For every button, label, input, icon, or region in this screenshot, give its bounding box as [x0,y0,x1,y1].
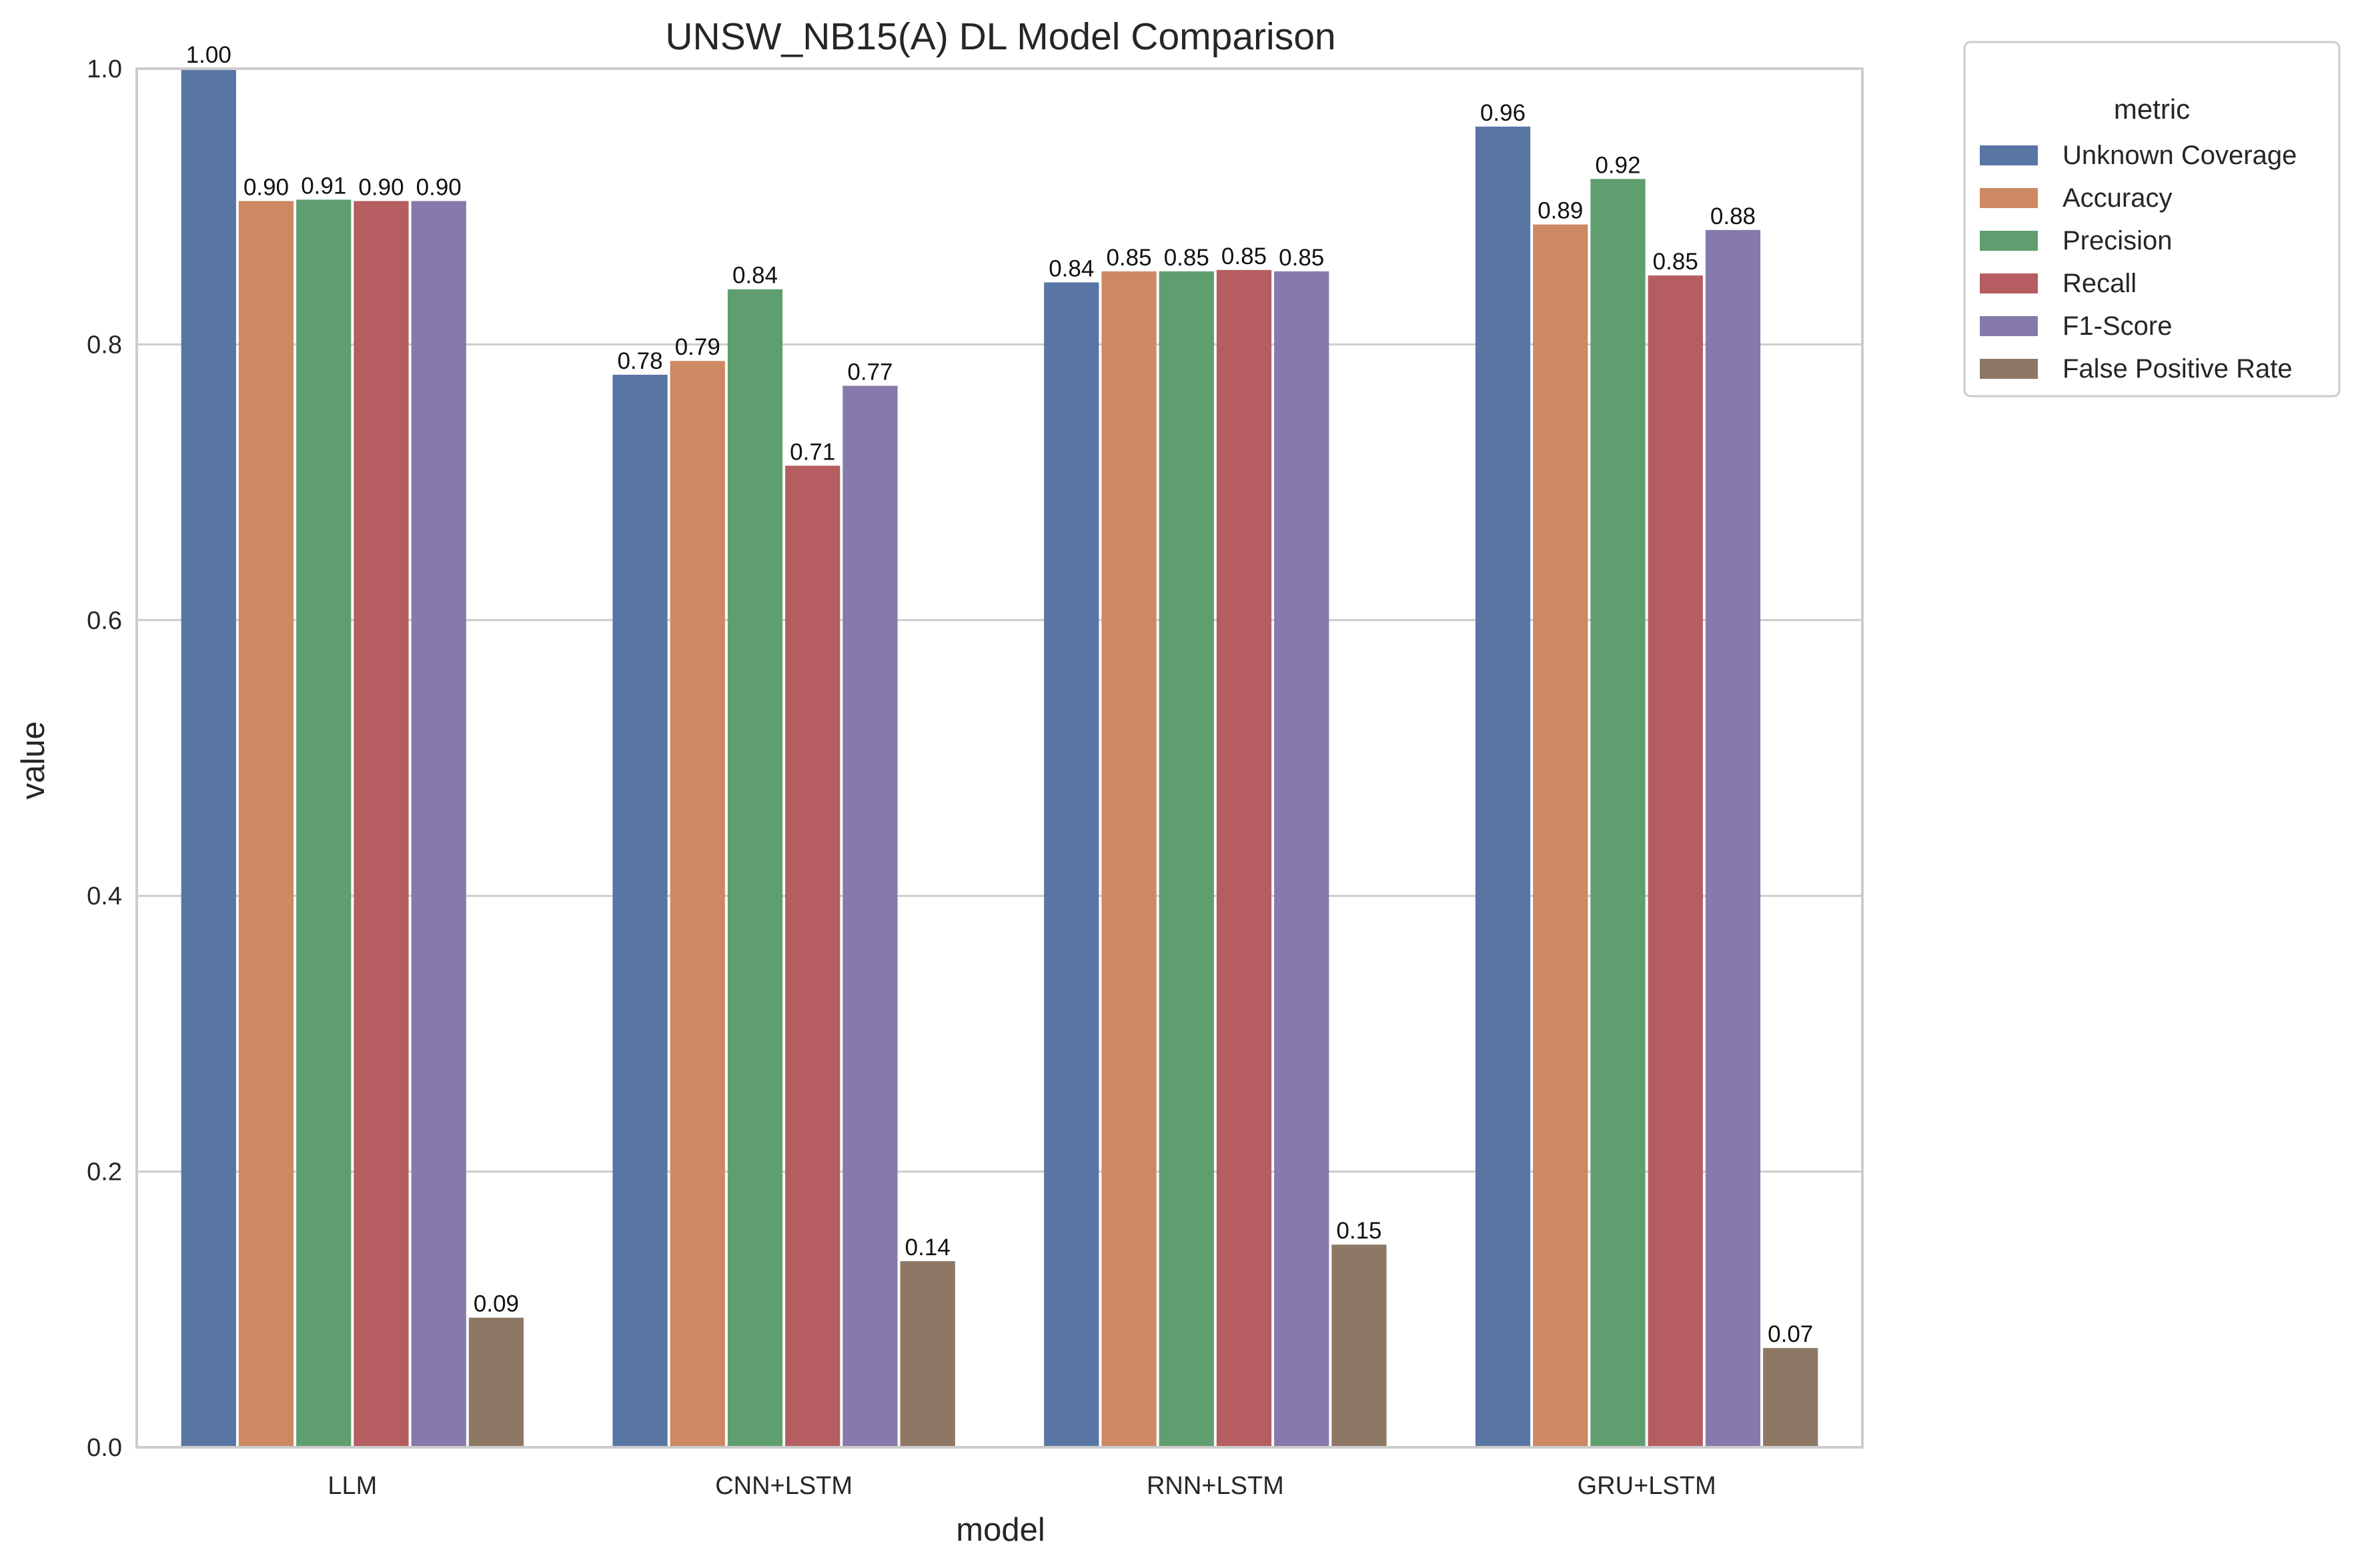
bar-f1-score-gru-lstm [1705,229,1761,1447]
bar-unknown-coverage-cnn-lstm [612,374,668,1447]
legend-swatch [1980,188,2038,208]
data-label: 0.90 [358,174,404,200]
data-label: 0.77 [847,359,893,385]
data-label: 0.79 [675,334,720,360]
bar-f1-score-rnn-lstm [1274,271,1329,1447]
data-label: 0.85 [1279,245,1324,271]
bar-recall-cnn-lstm [785,466,840,1447]
bar-unknown-coverage-gru-lstm [1475,126,1531,1448]
x-axis-title: model [956,1512,1045,1548]
bar-recall-rnn-lstm [1216,269,1272,1448]
bar-accuracy-llm [238,201,294,1447]
data-label: 0.90 [416,174,462,200]
legend-label: Precision [2062,226,2173,255]
x-tick-label: LLM [328,1472,377,1500]
y-axis-title: value [15,721,51,799]
data-label: 0.90 [243,174,289,200]
bar-false-positive-rate-cnn-lstm [900,1261,955,1447]
data-label: 0.85 [1221,243,1267,269]
legend-box [1963,41,2341,398]
bar-false-positive-rate-gru-lstm [1763,1348,1818,1447]
y-tick-label: 0.8 [87,331,122,359]
bar-f1-score-llm [411,201,466,1447]
y-tick-labels: 0.0 0.2 0.4 0.6 0.8 1.0 [87,55,122,1462]
data-label: 0.85 [1164,245,1209,271]
data-label: 0.88 [1710,203,1756,229]
x-tick-labels: LLM CNN+LSTM RNN+LSTM GRU+LSTM [328,1472,1716,1500]
plot-frame [135,67,1864,1449]
data-label: 0.89 [1538,198,1583,224]
y-tick-label: 1.0 [87,55,122,83]
data-label: 0.92 [1595,152,1640,178]
legend-swatch [1980,145,2038,165]
data-label: 0.78 [617,348,662,374]
bar-false-positive-rate-rnn-lstm [1331,1245,1387,1447]
legend-swatch [1980,231,2038,251]
data-label: 0.84 [1049,255,1094,281]
data-label: 0.14 [905,1235,951,1261]
chart-title: UNSW_NB15(A) DL Model Comparison [665,15,1335,58]
legend-swatch [1980,316,2038,336]
legend-swatch [1980,359,2038,379]
legend-swatch [1980,273,2038,293]
bar-accuracy-gru-lstm [1533,224,1588,1447]
legend-label: Accuracy [2062,183,2173,213]
bar-accuracy-cnn-lstm [670,361,725,1447]
bar-recall-gru-lstm [1648,275,1703,1447]
bar-f1-score-cnn-lstm [842,385,898,1448]
y-tick-label: 0.4 [87,882,122,910]
bar-precision-llm [296,199,352,1447]
bar-recall-llm [354,201,409,1447]
data-label: 0.85 [1106,245,1151,271]
x-tick-label: GRU+LSTM [1578,1472,1716,1500]
bar-precision-gru-lstm [1590,179,1646,1447]
data-label: 0.96 [1480,100,1526,126]
bar-unknown-coverage-rnn-lstm [1044,282,1099,1447]
legend-label: Recall [2062,269,2137,298]
data-label: 0.09 [474,1291,519,1317]
legend-label: False Positive Rate [2062,354,2293,383]
data-label: 0.71 [790,439,835,465]
legend-items: Unknown Coverage Accuracy Precision Recall F… [1980,141,2297,383]
data-label: 0.91 [301,173,346,199]
y-tick-label: 0.2 [87,1158,122,1187]
bar-unknown-coverage-llm [181,69,236,1447]
legend-label: Unknown Coverage [2062,141,2297,170]
legend-title: metric [2114,93,2190,125]
bar-false-positive-rate-llm [468,1317,524,1447]
data-label: 1.00 [186,42,231,68]
y-tick-label: 0.6 [87,607,122,635]
data-labels: 1.00 0.90 0.91 0.90 0.90 0.09 0.78 0.79 0.84 0.71… [186,42,1814,1347]
bar-precision-cnn-lstm [727,289,783,1448]
legend-label: F1-Score [2062,311,2173,341]
data-label: 0.15 [1336,1218,1381,1244]
bars [181,69,1818,1448]
data-label: 0.07 [1768,1321,1813,1347]
bar-accuracy-rnn-lstm [1101,271,1157,1447]
x-tick-label: CNN+LSTM [715,1472,852,1500]
x-tick-label: RNN+LSTM [1147,1472,1284,1500]
data-label: 0.85 [1653,249,1698,275]
data-label: 0.84 [732,263,778,289]
y-tick-label: 0.0 [87,1434,122,1462]
legend: metric Unknown Coverage Accuracy Precision… [1963,41,2341,398]
bar-precision-rnn-lstm [1159,271,1214,1447]
